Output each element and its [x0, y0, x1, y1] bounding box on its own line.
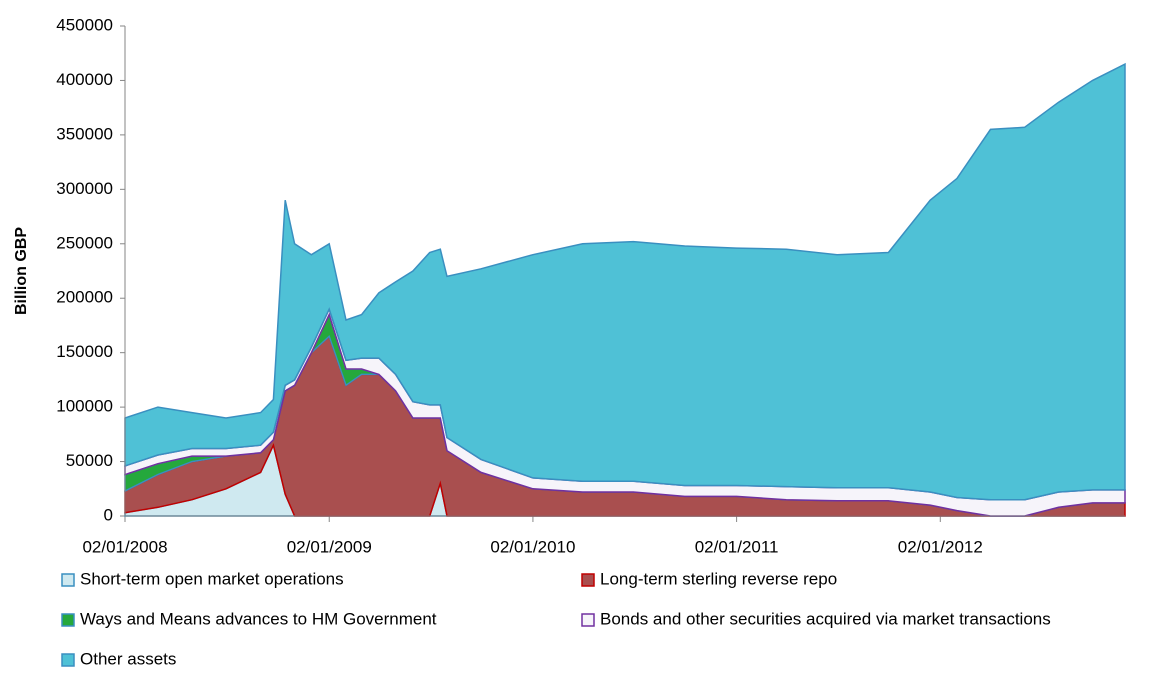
- x-tick-label: 02/01/2009: [287, 537, 372, 556]
- x-tick-label: 02/01/2010: [490, 537, 575, 556]
- legend-swatch: [581, 573, 595, 587]
- legend-swatch: [581, 613, 595, 627]
- y-tick-label: 150000: [56, 342, 113, 361]
- y-tick-label: 100000: [56, 397, 113, 416]
- x-tick-label: 02/01/2008: [82, 537, 167, 556]
- y-tick-label: 200000: [56, 288, 113, 307]
- legend-label: Ways and Means advances to HM Government: [80, 609, 437, 628]
- y-tick-label: 300000: [56, 179, 113, 198]
- y-tick-label: 0: [104, 505, 113, 524]
- legend-swatch: [61, 573, 75, 587]
- x-tick-label: 02/01/2012: [898, 537, 983, 556]
- y-tick-label: 350000: [56, 124, 113, 143]
- y-axis-title: Billion GBP: [13, 227, 30, 315]
- y-tick-label: 250000: [56, 233, 113, 252]
- legend-label: Short-term open market operations: [80, 569, 344, 588]
- y-tick-label: 400000: [56, 70, 113, 89]
- legend-label: Other assets: [80, 649, 176, 668]
- legend-label: Long-term sterling reverse repo: [600, 569, 837, 588]
- x-tick-label: 02/01/2011: [695, 537, 779, 556]
- legend-label: Bonds and other securities acquired via …: [600, 609, 1051, 628]
- y-tick-label: 450000: [56, 15, 113, 34]
- area: [124, 62, 1126, 501]
- y-tick-label: 50000: [66, 451, 113, 470]
- legend-swatch: [61, 613, 75, 627]
- legend-swatch: [61, 653, 75, 667]
